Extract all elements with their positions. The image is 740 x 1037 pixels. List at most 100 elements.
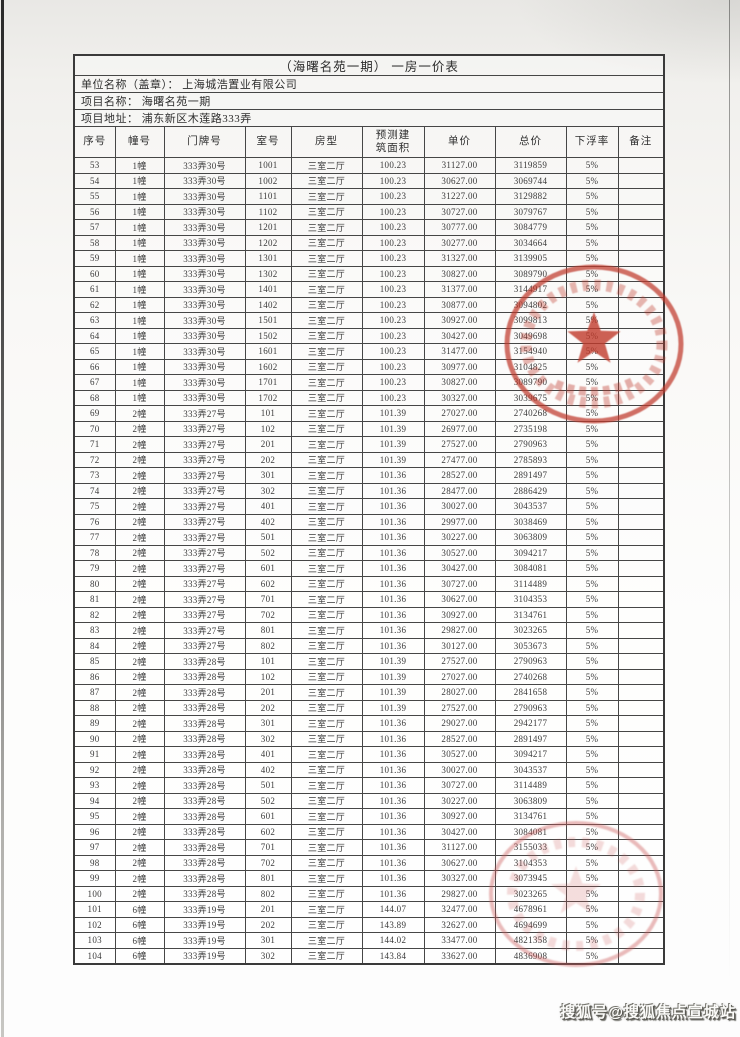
table-cell: 101.39 [361, 699, 425, 716]
table-row: 69 2幢 333弄27号 101 三室二厅 101.39 27027.00 2740268 5… [73, 405, 665, 422]
table-cell: 333弄30号 [163, 281, 246, 298]
table-cell: 62 [73, 296, 116, 313]
table-cell: 30527.00 [423, 544, 496, 561]
table-cell [617, 389, 665, 406]
table-cell: 1幢 [114, 374, 165, 391]
table-cell: 三室二厅 [290, 544, 363, 561]
table-cell: 101.36 [361, 467, 425, 484]
table-cell: 1301 [244, 250, 292, 267]
table-cell: 5% [565, 281, 619, 298]
table-cell: 5% [565, 560, 619, 577]
table-cell: 101.36 [361, 637, 425, 654]
table-row: 61 1幢 333弄30号 1401 三室二厅 100.23 31377.00 3144917… [73, 281, 665, 298]
table-cell: 1幢 [114, 234, 165, 251]
table-cell [617, 234, 665, 251]
table-cell: 100.23 [361, 188, 425, 205]
table-cell: 30427.00 [423, 560, 496, 577]
table-cell: 100.23 [361, 203, 425, 220]
table-cell: 101 [73, 901, 116, 918]
table-cell: 1602 [244, 358, 292, 375]
table-cell: 3089790 [494, 265, 567, 282]
table-cell [617, 420, 665, 437]
table-cell: 333弄27号 [163, 467, 246, 484]
table-row: 89 2幢 333弄28号 301 三室二厅 101.36 29027.00 2942177 5… [73, 715, 665, 732]
table-cell: 3099813 [494, 312, 567, 329]
table-cell: 202 [244, 699, 292, 716]
table-cell: 101.36 [361, 746, 425, 763]
table-cell: 1601 [244, 343, 292, 360]
table-cell: 333弄30号 [163, 327, 246, 344]
table-row: 60 1幢 333弄30号 1302 三室二厅 100.23 30827.00 3089790… [73, 265, 665, 282]
table-cell: 5% [565, 730, 619, 747]
table-cell: 1102 [244, 203, 292, 220]
table-cell: 333弄28号 [163, 808, 246, 825]
table-cell: 3104825 [494, 358, 567, 375]
table-row: 67 1幢 333弄30号 1701 三室二厅 100.23 30827.00 3089790… [73, 374, 665, 391]
table-cell: 30627.00 [423, 591, 496, 608]
table-cell: 333弄19号 [163, 901, 246, 918]
table-cell: 333弄28号 [163, 854, 246, 871]
table-cell: 401 [244, 746, 292, 763]
table-cell [617, 343, 665, 360]
table-cell: 三室二厅 [290, 219, 363, 236]
table-cell: 502 [244, 792, 292, 809]
table-row: 95 2幢 333弄28号 601 三室二厅 101.36 30927.00 3134761 5… [73, 808, 665, 825]
table-cell: 5% [565, 653, 619, 670]
table-cell: 702 [244, 854, 292, 871]
table-cell: 100.23 [361, 343, 425, 360]
table-cell: 2幢 [114, 560, 165, 577]
table-cell: 92 [73, 761, 116, 778]
table-cell: 3134761 [494, 808, 567, 825]
table-cell: 3104353 [494, 854, 567, 871]
table-cell: 79 [73, 560, 116, 577]
table-cell: 333弄27号 [163, 436, 246, 453]
table-cell: 三室二厅 [290, 436, 363, 453]
table-cell: 333弄30号 [163, 250, 246, 267]
table-row: 98 2幢 333弄28号 702 三室二厅 101.36 30627.00 3104353 5… [73, 854, 665, 871]
table-row: 96 2幢 333弄28号 602 三室二厅 101.36 30427.00 3084081 5… [73, 823, 665, 840]
table-cell: 101.36 [361, 885, 425, 902]
table-row: 93 2幢 333弄28号 501 三室二厅 101.36 30727.00 3114489 5… [73, 777, 665, 794]
table-cell: 75 [73, 498, 116, 515]
table-cell: 30627.00 [423, 854, 496, 871]
table-cell: 三室二厅 [290, 653, 363, 670]
table-cell [617, 699, 665, 716]
table-row: 53 1幢 333弄30号 1001 三室二厅 100.23 31127.00 3119859… [73, 157, 665, 174]
table-cell: 333弄28号 [163, 653, 246, 670]
table-cell: 2735198 [494, 420, 567, 437]
table-cell: 333弄28号 [163, 730, 246, 747]
table-cell: 501 [244, 777, 292, 794]
table-cell [617, 932, 665, 949]
table-cell: 三室二厅 [290, 606, 363, 623]
table-row: 74 2幢 333弄27号 302 三室二厅 101.36 28477.00 2886429 5… [73, 482, 665, 499]
table-cell: 402 [244, 513, 292, 530]
table-cell [617, 482, 665, 499]
table-cell: 103 [73, 932, 116, 949]
table-row: 83 2幢 333弄27号 801 三室二厅 101.36 29827.00 3023265 5… [73, 622, 665, 639]
table-cell: 333弄27号 [163, 529, 246, 546]
table-cell: 5% [565, 529, 619, 546]
table-cell: 三室二厅 [290, 591, 363, 608]
table-cell: 333弄30号 [163, 358, 246, 375]
table-cell: 143.89 [361, 916, 425, 933]
table-cell: 2886429 [494, 482, 567, 499]
table-cell: 三室二厅 [290, 854, 363, 871]
table-cell: 97 [73, 839, 116, 856]
table-cell: 1001 [244, 157, 292, 174]
table-cell: 2790963 [494, 699, 567, 716]
table-cell: 30927.00 [423, 808, 496, 825]
table-cell: 5% [565, 761, 619, 778]
table-cell: 2幢 [114, 839, 165, 856]
table-cell: 5% [565, 932, 619, 949]
table-cell [617, 172, 665, 189]
table-cell: 201 [244, 684, 292, 701]
table-cell: 401 [244, 498, 292, 515]
table-cell: 32627.00 [423, 916, 496, 933]
table-cell: 67 [73, 374, 116, 391]
table-cell: 2790963 [494, 653, 567, 670]
table-cell: 27027.00 [423, 668, 496, 685]
table-cell: 72 [73, 451, 116, 468]
table-cell: 28027.00 [423, 684, 496, 701]
table-row: 103 6幢 333弄19号 301 三室二厅 144.02 33477.00 4821358… [73, 932, 665, 949]
table-row: 91 2幢 333弄28号 401 三室二厅 101.36 30527.00 3094217 5… [73, 746, 665, 763]
